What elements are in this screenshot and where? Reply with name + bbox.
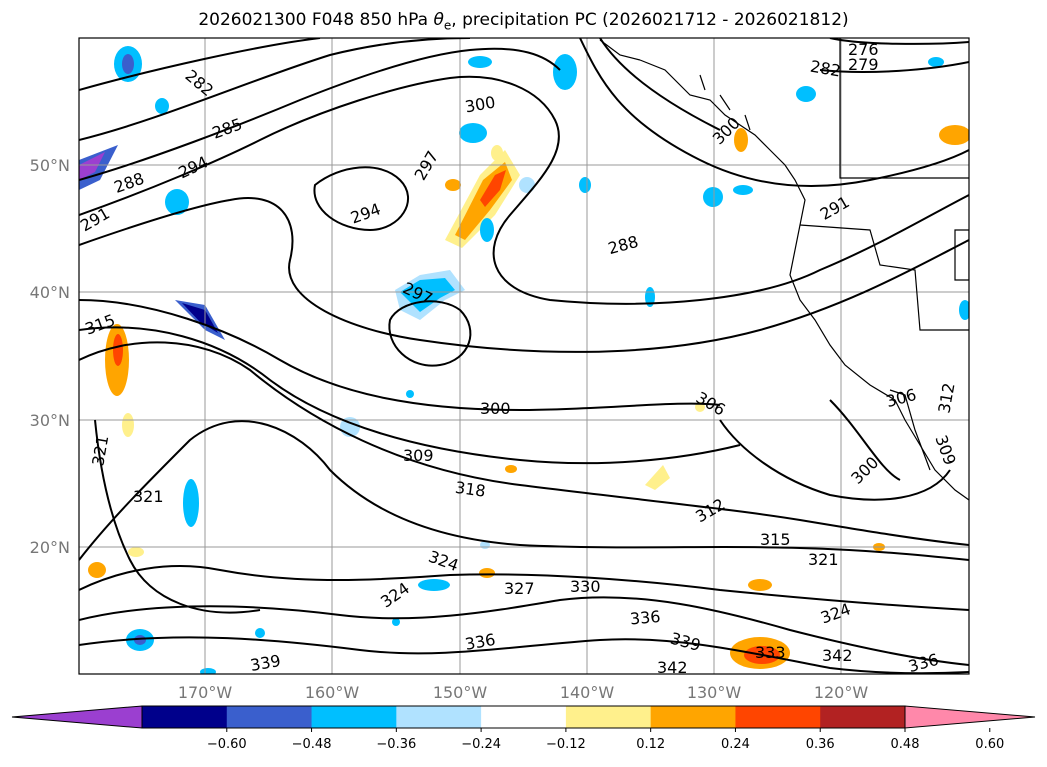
theta-e-contours <box>79 38 969 674</box>
lon-label: 170°W <box>178 683 233 702</box>
colorbar-tick-label: −0.60 <box>207 737 247 752</box>
contour-label: 342 <box>657 658 688 677</box>
contour-label: 315 <box>760 530 791 549</box>
graticule <box>79 38 969 674</box>
contour-label: 339 <box>249 651 282 675</box>
lon-label: 150°W <box>433 683 488 702</box>
map-title: 2026021300 F048 850 hPa θe, precipitatio… <box>198 10 849 33</box>
contour-label: 330 <box>570 577 601 596</box>
colorbar-extend-high <box>904 705 1036 729</box>
colorbar-bin <box>820 706 906 728</box>
colorbar-bin <box>226 706 313 728</box>
colorbar-bin <box>311 706 397 728</box>
contour-label: 327 <box>504 579 535 598</box>
contour-label: 321 <box>808 550 839 569</box>
colorbar-tick-label: −0.24 <box>461 737 501 752</box>
lon-label: 120°W <box>814 683 869 702</box>
contour-label: 300 <box>480 399 511 418</box>
colorbar-tick-label: −0.48 <box>292 737 332 752</box>
map-frame <box>78 37 970 675</box>
colorbar-bin <box>735 706 821 728</box>
latitude-labels: 50°N 40°N 30°N 20°N <box>30 156 70 557</box>
colorbar: −0.60 −0.48 −0.36 −0.24 −0.12 0.12 0.24 0.36 0.4… <box>11 705 1036 752</box>
colorbar-tick-label: 0.24 <box>721 737 750 752</box>
coastlines <box>599 38 969 501</box>
colorbar-tick-label: −0.12 <box>546 737 586 752</box>
lon-label: 130°W <box>687 683 742 702</box>
map-area: 282 285 288 291 294 297 300 276 279 282 … <box>79 38 969 677</box>
contour-label: 321 <box>133 487 164 506</box>
colorbar-bin <box>142 706 228 728</box>
lat-label: 40°N <box>30 283 70 302</box>
colorbar-tick-label: 0.48 <box>891 737 920 752</box>
contour-label: 309 <box>403 446 434 465</box>
colorbar-bin <box>650 706 736 728</box>
colorbar-bin <box>481 706 567 728</box>
colorbar-outline <box>141 705 906 729</box>
contour-label: 333 <box>755 643 786 662</box>
contour-label: 276 <box>848 40 879 59</box>
colorbar-tick-label: −0.36 <box>376 737 416 752</box>
precip-shading <box>79 46 969 674</box>
contour-label: 336 <box>629 607 661 629</box>
contour-label: 342 <box>822 646 853 665</box>
longitude-labels: 170°W 160°W 150°W 140°W 130°W 120°W <box>178 683 869 702</box>
lon-label: 140°W <box>560 683 615 702</box>
colorbar-tick-label: 0.36 <box>806 737 835 752</box>
colorbar-tick-label: 0.12 <box>636 737 665 752</box>
lat-label: 20°N <box>30 538 70 557</box>
colorbar-extend-low <box>11 705 143 729</box>
contour-label: 279 <box>848 55 879 74</box>
contour-label: 318 <box>454 478 487 501</box>
lon-label: 160°W <box>305 683 360 702</box>
colorbar-bin <box>565 706 652 728</box>
colorbar-bin <box>396 706 482 728</box>
lat-label: 30°N <box>30 411 70 430</box>
lat-label: 50°N <box>30 156 70 175</box>
colorbar-tick-label: 0.60 <box>975 737 1004 752</box>
